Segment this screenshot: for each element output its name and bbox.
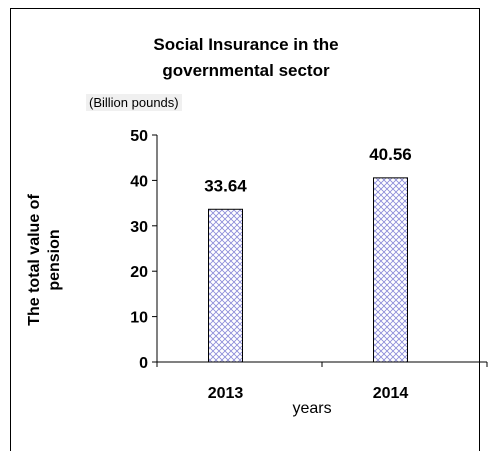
y-tick-label: 50	[130, 128, 148, 145]
y-tick-label: 10	[130, 310, 148, 327]
chart-title-line-1: Social Insurance in the	[153, 35, 339, 54]
unit-note: (Billion pounds)	[86, 94, 182, 111]
x-tick-label-2014: 2014	[373, 385, 409, 402]
y-tick-label: 20	[130, 264, 148, 281]
y-tick-label: 30	[130, 219, 148, 236]
data-label-2013: 33.64	[204, 176, 247, 195]
data-label-2014: 40.56	[369, 145, 412, 164]
x-axis-label: years	[292, 400, 331, 417]
y-tick-label: 0	[139, 355, 148, 372]
bar-2013	[208, 208, 243, 363]
chart-title-line-2: governmental sector	[162, 61, 330, 80]
y-tick-label: 40	[130, 173, 148, 190]
x-tick-label-2013: 2013	[208, 385, 244, 402]
bar-2014	[373, 177, 408, 363]
chart-frame	[10, 8, 480, 451]
